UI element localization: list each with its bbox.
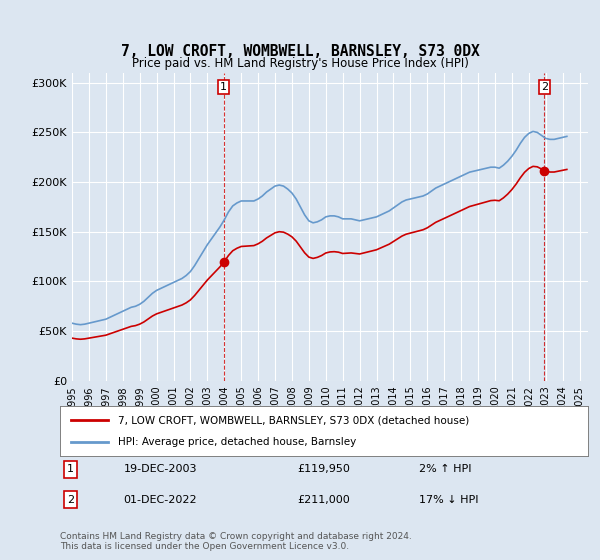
Text: 19-DEC-2003: 19-DEC-2003 (124, 464, 197, 474)
Text: 01-DEC-2022: 01-DEC-2022 (124, 494, 197, 505)
Text: £119,950: £119,950 (298, 464, 350, 474)
Text: 1: 1 (220, 82, 227, 92)
Text: Contains HM Land Registry data © Crown copyright and database right 2024.
This d: Contains HM Land Registry data © Crown c… (60, 532, 412, 552)
Text: Price paid vs. HM Land Registry's House Price Index (HPI): Price paid vs. HM Land Registry's House … (131, 57, 469, 70)
Text: 7, LOW CROFT, WOMBWELL, BARNSLEY, S73 0DX (detached house): 7, LOW CROFT, WOMBWELL, BARNSLEY, S73 0D… (118, 415, 469, 425)
Text: £211,000: £211,000 (298, 494, 350, 505)
Text: 17% ↓ HPI: 17% ↓ HPI (419, 494, 479, 505)
Text: 7, LOW CROFT, WOMBWELL, BARNSLEY, S73 0DX: 7, LOW CROFT, WOMBWELL, BARNSLEY, S73 0D… (121, 44, 479, 59)
Text: 2: 2 (541, 82, 548, 92)
Text: 1: 1 (67, 464, 74, 474)
Text: 2% ↑ HPI: 2% ↑ HPI (419, 464, 472, 474)
Text: HPI: Average price, detached house, Barnsley: HPI: Average price, detached house, Barn… (118, 437, 356, 447)
Text: 2: 2 (67, 494, 74, 505)
